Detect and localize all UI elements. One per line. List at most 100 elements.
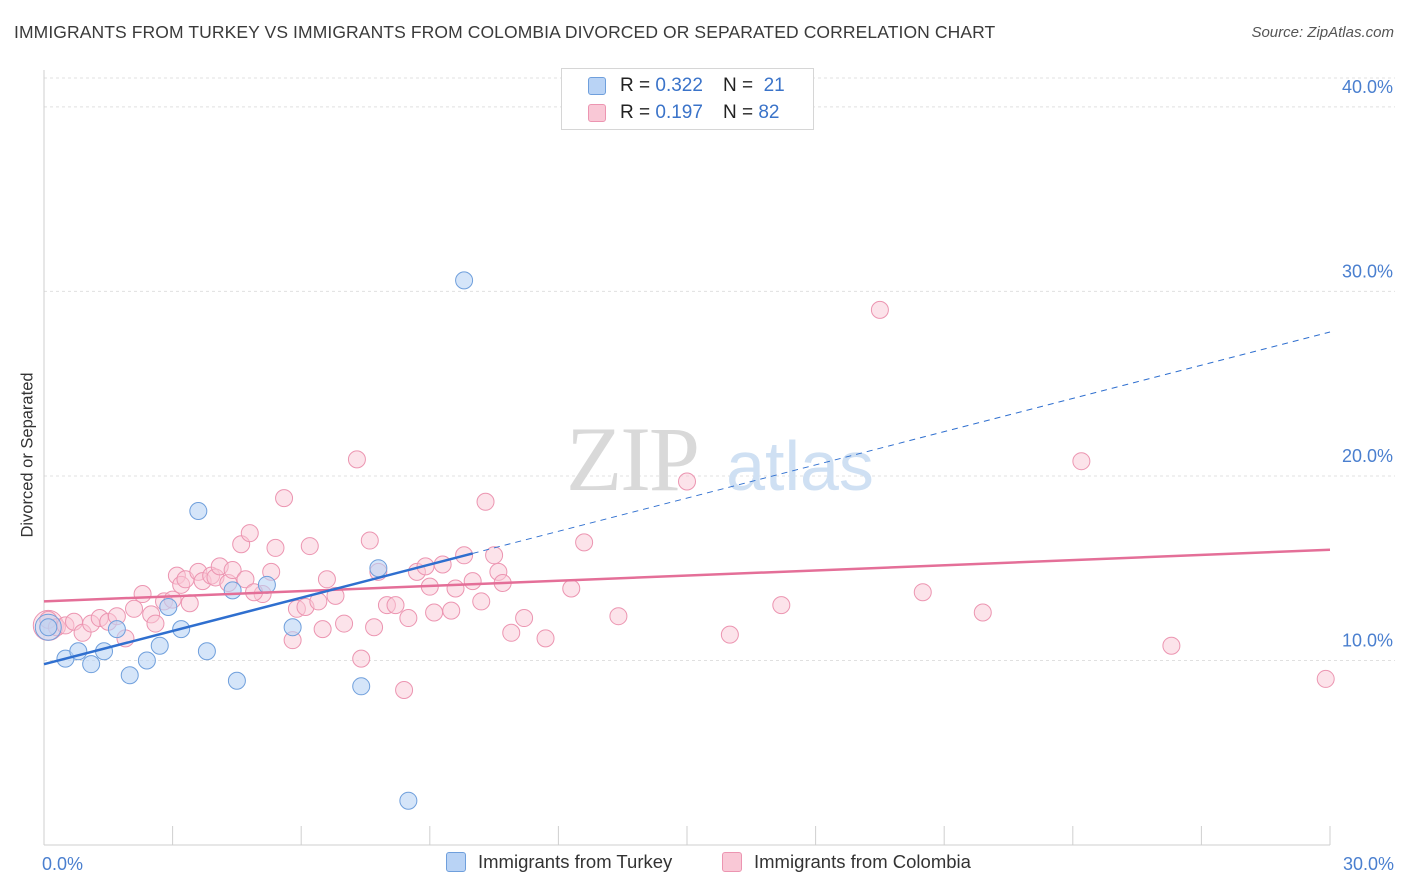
r-label: R = — [620, 102, 651, 123]
colombia-point — [300, 537, 319, 556]
x-tick-label: 30.0% — [1343, 854, 1394, 874]
turkey-legend-swatch — [446, 852, 466, 872]
colombia-point — [973, 603, 992, 622]
turkey-point — [283, 618, 302, 637]
colombia-point — [562, 579, 581, 598]
n-value: 21 — [763, 75, 785, 96]
colombia-point — [386, 596, 405, 615]
x-tick-label: 0.0% — [42, 854, 83, 874]
colombia-trendline — [43, 548, 1331, 603]
turkey-points — [34, 271, 474, 810]
colombia-point — [352, 649, 371, 668]
y-tick-label: 10.0% — [1342, 630, 1393, 650]
source-label: Source: ZipAtlas.com — [1251, 24, 1394, 41]
watermark: ZIP atlas — [566, 408, 874, 510]
colombia-point — [360, 531, 379, 550]
colombia-point — [502, 623, 521, 642]
legend-label-turkey: Immigrants from Turkey — [478, 851, 673, 872]
turkey-point — [120, 666, 139, 685]
colombia-point — [463, 572, 482, 591]
colombia-point — [326, 586, 345, 605]
colombia-swatch — [588, 104, 606, 122]
colombia-point — [395, 681, 414, 699]
turkey-point — [223, 581, 242, 600]
colombia-point — [236, 570, 255, 589]
correlation-legend: R = 0.322 N = 21 R = 0.197 N = 82 — [561, 68, 814, 130]
turkey-point — [39, 618, 58, 637]
turkey-point — [107, 620, 126, 639]
colombia-point — [485, 546, 504, 565]
colombia-point — [913, 583, 932, 602]
colombia-point — [609, 607, 628, 626]
turkey-point — [150, 636, 169, 655]
turkey-point — [159, 597, 178, 616]
y-tick-label: 40.0% — [1342, 77, 1393, 97]
legend-item-colombia[interactable]: Immigrants from Colombia — [722, 851, 971, 873]
colombia-point — [275, 489, 294, 508]
colombia-point — [536, 629, 555, 648]
colombia-legend-swatch — [722, 852, 742, 872]
colombia-point — [720, 625, 739, 644]
colombia-point — [347, 450, 366, 469]
colombia-point — [515, 609, 534, 628]
legend-row-colombia: R = 0.197 N = 82 — [588, 100, 779, 126]
tick-label-layer: 10.0% 20.0% 30.0% 40.0% 0.0% 30.0% — [42, 77, 1394, 874]
colombia-point — [575, 533, 594, 552]
colombia-point — [870, 300, 889, 319]
colombia-point — [223, 561, 242, 580]
colombia-point — [446, 579, 465, 598]
chart-title: IMMIGRANTS FROM TURKEY VS IMMIGRANTS FRO… — [14, 22, 996, 42]
turkey-point — [137, 651, 156, 670]
colombia-point — [476, 492, 495, 511]
y-tick-label: 30.0% — [1342, 261, 1393, 281]
turkey-point — [227, 671, 246, 690]
colombia-point — [335, 614, 354, 633]
n-label: N = — [722, 102, 754, 123]
colombia-points — [32, 300, 1335, 699]
trend-layer — [43, 331, 1331, 666]
colombia-point — [472, 592, 491, 611]
colombia-point — [365, 618, 384, 637]
legend-label-colombia: Immigrants from Colombia — [754, 851, 971, 872]
turkey-point — [82, 655, 101, 674]
turkey-point — [399, 791, 418, 810]
turkey-point — [455, 271, 474, 290]
axis-layer — [43, 70, 1331, 846]
colombia-point — [1072, 452, 1091, 471]
colombia-point — [133, 585, 152, 604]
colombia-point — [317, 570, 336, 589]
turkey-point — [369, 559, 388, 578]
colombia-point — [240, 524, 259, 543]
colombia-point — [313, 620, 332, 639]
n-label: N = — [722, 75, 754, 96]
watermark-zip: ZIP — [566, 408, 698, 510]
colombia-point — [399, 609, 418, 628]
colombia-point — [772, 596, 791, 615]
colombia-point — [1162, 636, 1181, 655]
colombia-point — [180, 594, 199, 613]
colombia-point — [442, 601, 461, 620]
turkey-point — [189, 502, 208, 521]
colombia-point — [425, 603, 444, 622]
r-label: R = — [620, 75, 651, 96]
turkey-swatch — [588, 77, 606, 95]
turkey-point — [257, 575, 276, 594]
legend-item-turkey[interactable]: Immigrants from Turkey — [446, 851, 672, 873]
n-value: 82 — [758, 102, 780, 123]
turkey-trendline-projection — [472, 331, 1331, 554]
turkey-point — [197, 642, 216, 661]
colombia-point — [678, 472, 696, 491]
colombia-point — [125, 599, 144, 618]
r-value: 0.197 — [655, 102, 703, 123]
r-value: 0.322 — [655, 75, 703, 96]
y-tick-label: 20.0% — [1342, 446, 1393, 466]
legend-row-turkey: R = 0.322 N = 21 — [588, 73, 785, 99]
watermark-atlas: atlas — [726, 427, 874, 505]
turkey-trendline — [43, 552, 473, 666]
colombia-point — [146, 614, 165, 633]
colombia-point — [266, 538, 285, 557]
series-legend: Immigrants from Turkey Immigrants from C… — [0, 851, 1406, 877]
turkey-point — [352, 677, 371, 696]
colombia-point — [1316, 669, 1335, 688]
